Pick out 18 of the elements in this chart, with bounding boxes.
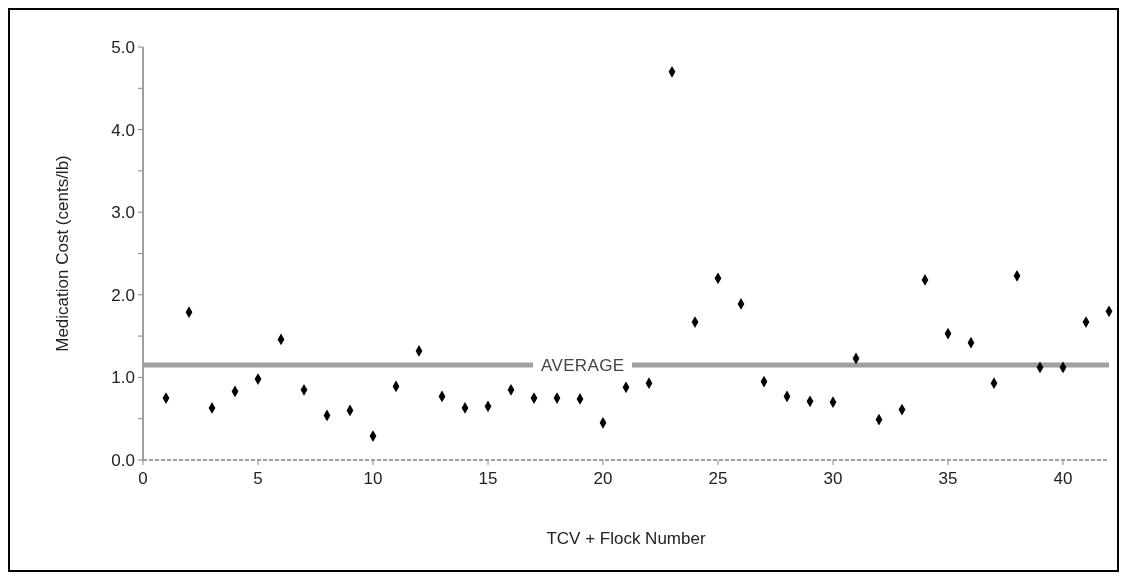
x-tick-label: 0 (138, 469, 148, 488)
x-tick-label: 35 (938, 469, 958, 488)
y-tick-label: 2.0 (111, 285, 135, 305)
x-tick-label: 10 (363, 469, 383, 488)
ref-line-label: AVERAGE (541, 355, 625, 375)
y-tick-label: 1.0 (111, 368, 135, 388)
x-tick-label: 20 (593, 469, 613, 488)
y-tick-label: 3.0 (111, 203, 135, 223)
x-tick-label: 25 (708, 469, 728, 488)
x-tick-label: 15 (478, 469, 498, 488)
y-tick-label: 5.0 (111, 37, 135, 57)
x-tick-label: 5 (253, 469, 263, 488)
x-tick-label: 40 (1053, 469, 1073, 488)
x-tick-label: 30 (823, 469, 843, 488)
y-axis-title: Medication Cost (cents/lb) (53, 155, 72, 352)
x-axis-title: TCV + Flock Number (546, 529, 706, 548)
y-tick-label: 4.0 (111, 120, 135, 140)
y-tick-label: 0.0 (111, 450, 135, 470)
